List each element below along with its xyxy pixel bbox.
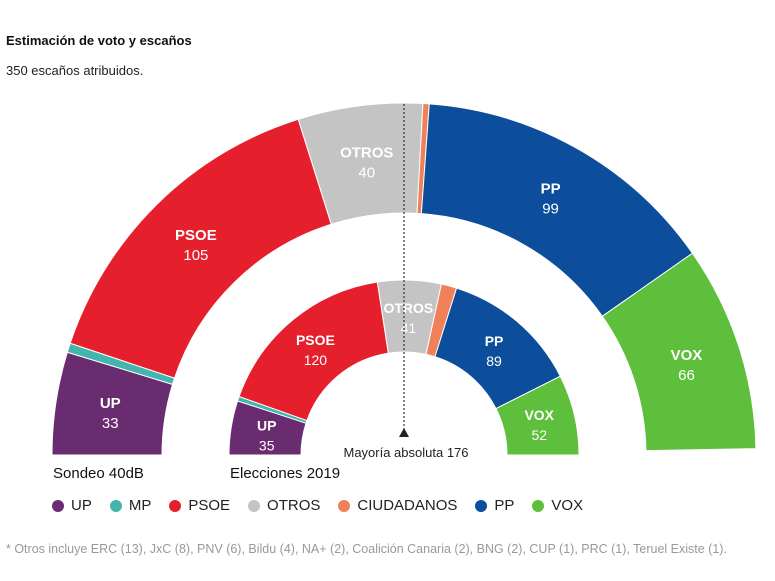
inner-value-vox: 52 (531, 427, 547, 443)
legend-label: OTROS (267, 497, 321, 514)
legend-dot-icon (475, 499, 488, 512)
inner-value-pp: 89 (486, 353, 502, 369)
inner-label-vox: VOX (524, 407, 554, 423)
outer-label-otros: OTROS (340, 144, 393, 161)
legend-dot-icon (338, 499, 351, 512)
legend: UP MP PSOE OTROS CIUDADANOS PP VOX (52, 497, 601, 514)
footnote: * Otros incluye ERC (13), JxC (8), PNV (… (6, 542, 727, 556)
legend-dot-icon (532, 499, 545, 512)
legend-label: UP (71, 497, 92, 514)
legend-item-psoe: PSOE (169, 497, 230, 514)
legend-dot-icon (109, 499, 122, 512)
legend-dot-icon (169, 499, 182, 512)
outer-label-up: UP (100, 395, 121, 412)
legend-label: CIUDADANOS (357, 497, 458, 514)
outer-label-psoe: PSOE (175, 227, 217, 244)
inner-seat-vox (495, 375, 580, 456)
legend-dot-icon (248, 499, 261, 512)
inner-hemicycle: UP 35 PSOE 120 OTROS 41 PP 89 VOX 52 (228, 279, 580, 456)
inner-value-up: 35 (259, 437, 275, 453)
inner-label-psoe: PSOE (296, 332, 335, 348)
outer-label-vox: VOX (671, 347, 703, 364)
outer-value-psoe: 105 (183, 247, 208, 264)
legend-item-otros: OTROS (248, 497, 320, 514)
outer-label-pp: PP (541, 181, 561, 198)
outer-value-up: 33 (102, 415, 119, 432)
majority-label: Mayoría absoluta 176 (343, 445, 468, 460)
outer-hemicycle: UP 33 PSOE 105 OTROS 40 PP 99 VOX 66 (51, 102, 757, 456)
outer-value-otros: 40 (358, 164, 375, 181)
chart-subtitle: 350 escaños atribuidos. (6, 63, 144, 78)
legend-item-up: UP (52, 497, 92, 514)
inner-label-otros: OTROS (383, 300, 433, 316)
legend-item-pp: PP (475, 497, 514, 514)
outer-value-vox: 66 (678, 367, 695, 384)
inner-chart-label: Elecciones 2019 (230, 465, 341, 482)
chart-title: Estimación de voto y escaños (6, 33, 192, 48)
inner-label-pp: PP (485, 333, 504, 349)
legend-label: VOX (551, 497, 584, 514)
outer-chart-label: Sondeo 40dB (53, 465, 144, 482)
legend-label: PSOE (188, 497, 231, 514)
inner-value-otros: 41 (401, 320, 417, 336)
hemicycle-chart: UP 33 PSOE 105 OTROS 40 PP 99 VOX 66 UP 35 PSOE 120 O… (51, 102, 757, 460)
legend-dot-icon (52, 499, 64, 512)
outer-value-pp: 99 (542, 201, 559, 218)
legend-item-ciudadanos: CIUDADANOS (338, 497, 457, 514)
majority-marker (399, 428, 409, 437)
legend-label: MP (128, 497, 152, 514)
inner-label-up: UP (257, 417, 276, 433)
inner-value-psoe: 120 (304, 352, 328, 368)
legend-label: PP (494, 497, 515, 514)
outer-seat-vox (601, 252, 757, 452)
legend-item-mp: MP (109, 497, 152, 514)
legend-item-vox: VOX (532, 497, 583, 514)
